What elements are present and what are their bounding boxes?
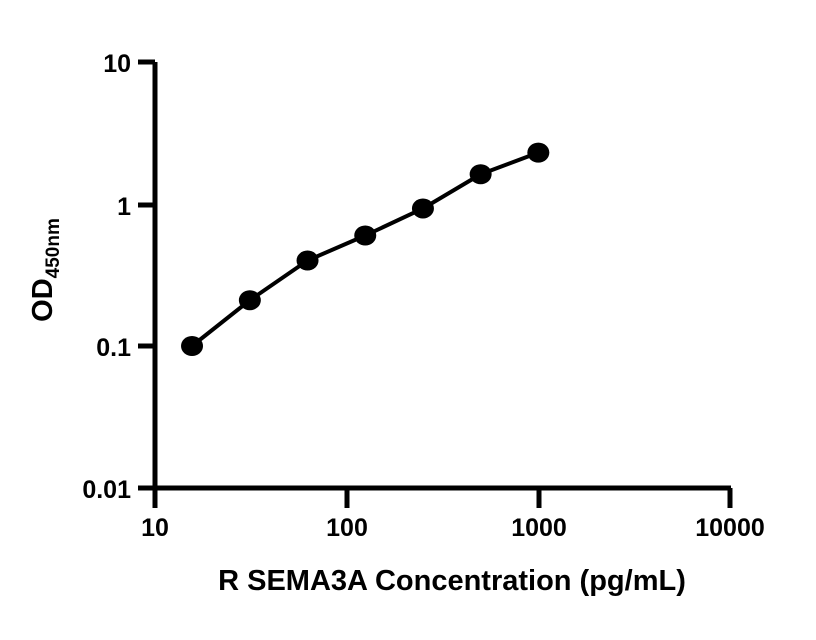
data-point-6	[527, 142, 550, 163]
x-tick-label-10000: 10000	[695, 514, 765, 542]
data-point-5	[469, 164, 492, 185]
y-axis-title: OD450nm	[27, 218, 64, 322]
data-point-0	[181, 336, 204, 356]
y-axis-ticks	[138, 59, 155, 491]
y-axis-title-text: OD450nm	[27, 218, 64, 322]
y-axis-title-main: OD	[27, 278, 59, 322]
x-tick-label-100: 100	[326, 514, 368, 542]
x-tick-label-10: 10	[141, 514, 169, 542]
data-markers	[181, 142, 550, 356]
data-point-1	[238, 290, 261, 311]
y-tick-label-1: 1	[117, 193, 131, 221]
y-tick-label-10: 10	[103, 50, 131, 78]
x-axis-title: R SEMA3A Concentration (pg/mL)	[218, 565, 686, 597]
x-tick-label-1000: 1000	[511, 514, 567, 542]
y-axis-title-subscript: 450nm	[43, 218, 64, 278]
data-point-2	[296, 250, 319, 271]
y-tick-label-0-1: 0.1	[96, 334, 131, 362]
data-point-4	[411, 198, 434, 219]
x-axis-ticks	[152, 488, 733, 508]
y-tick-label-0-01: 0.01	[82, 476, 131, 504]
data-point-3	[354, 225, 377, 246]
